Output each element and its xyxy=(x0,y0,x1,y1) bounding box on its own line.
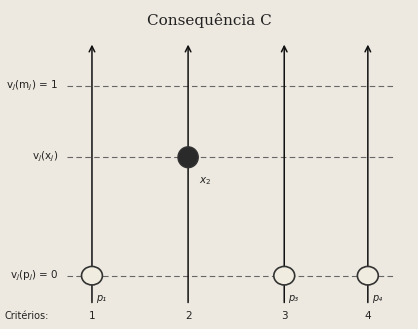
Text: $x_2$: $x_2$ xyxy=(199,175,211,187)
Text: v$_j$(m$_j$) = 1: v$_j$(m$_j$) = 1 xyxy=(6,79,59,93)
Ellipse shape xyxy=(274,266,295,285)
Text: 1: 1 xyxy=(89,311,95,321)
Text: p₄: p₄ xyxy=(372,293,382,303)
Text: Consequência C: Consequência C xyxy=(147,13,271,28)
Text: 3: 3 xyxy=(281,311,288,321)
Ellipse shape xyxy=(178,147,198,168)
Text: p₁: p₁ xyxy=(96,293,106,303)
Text: v$_j$(x$_j$): v$_j$(x$_j$) xyxy=(32,150,59,164)
Text: Critérios:: Critérios: xyxy=(4,311,48,321)
Ellipse shape xyxy=(82,266,102,285)
Text: 4: 4 xyxy=(364,311,371,321)
Text: v$_j$(p$_j$) = 0: v$_j$(p$_j$) = 0 xyxy=(10,268,59,283)
Text: 2: 2 xyxy=(185,311,191,321)
Text: p₃: p₃ xyxy=(288,293,298,303)
Ellipse shape xyxy=(357,266,378,285)
